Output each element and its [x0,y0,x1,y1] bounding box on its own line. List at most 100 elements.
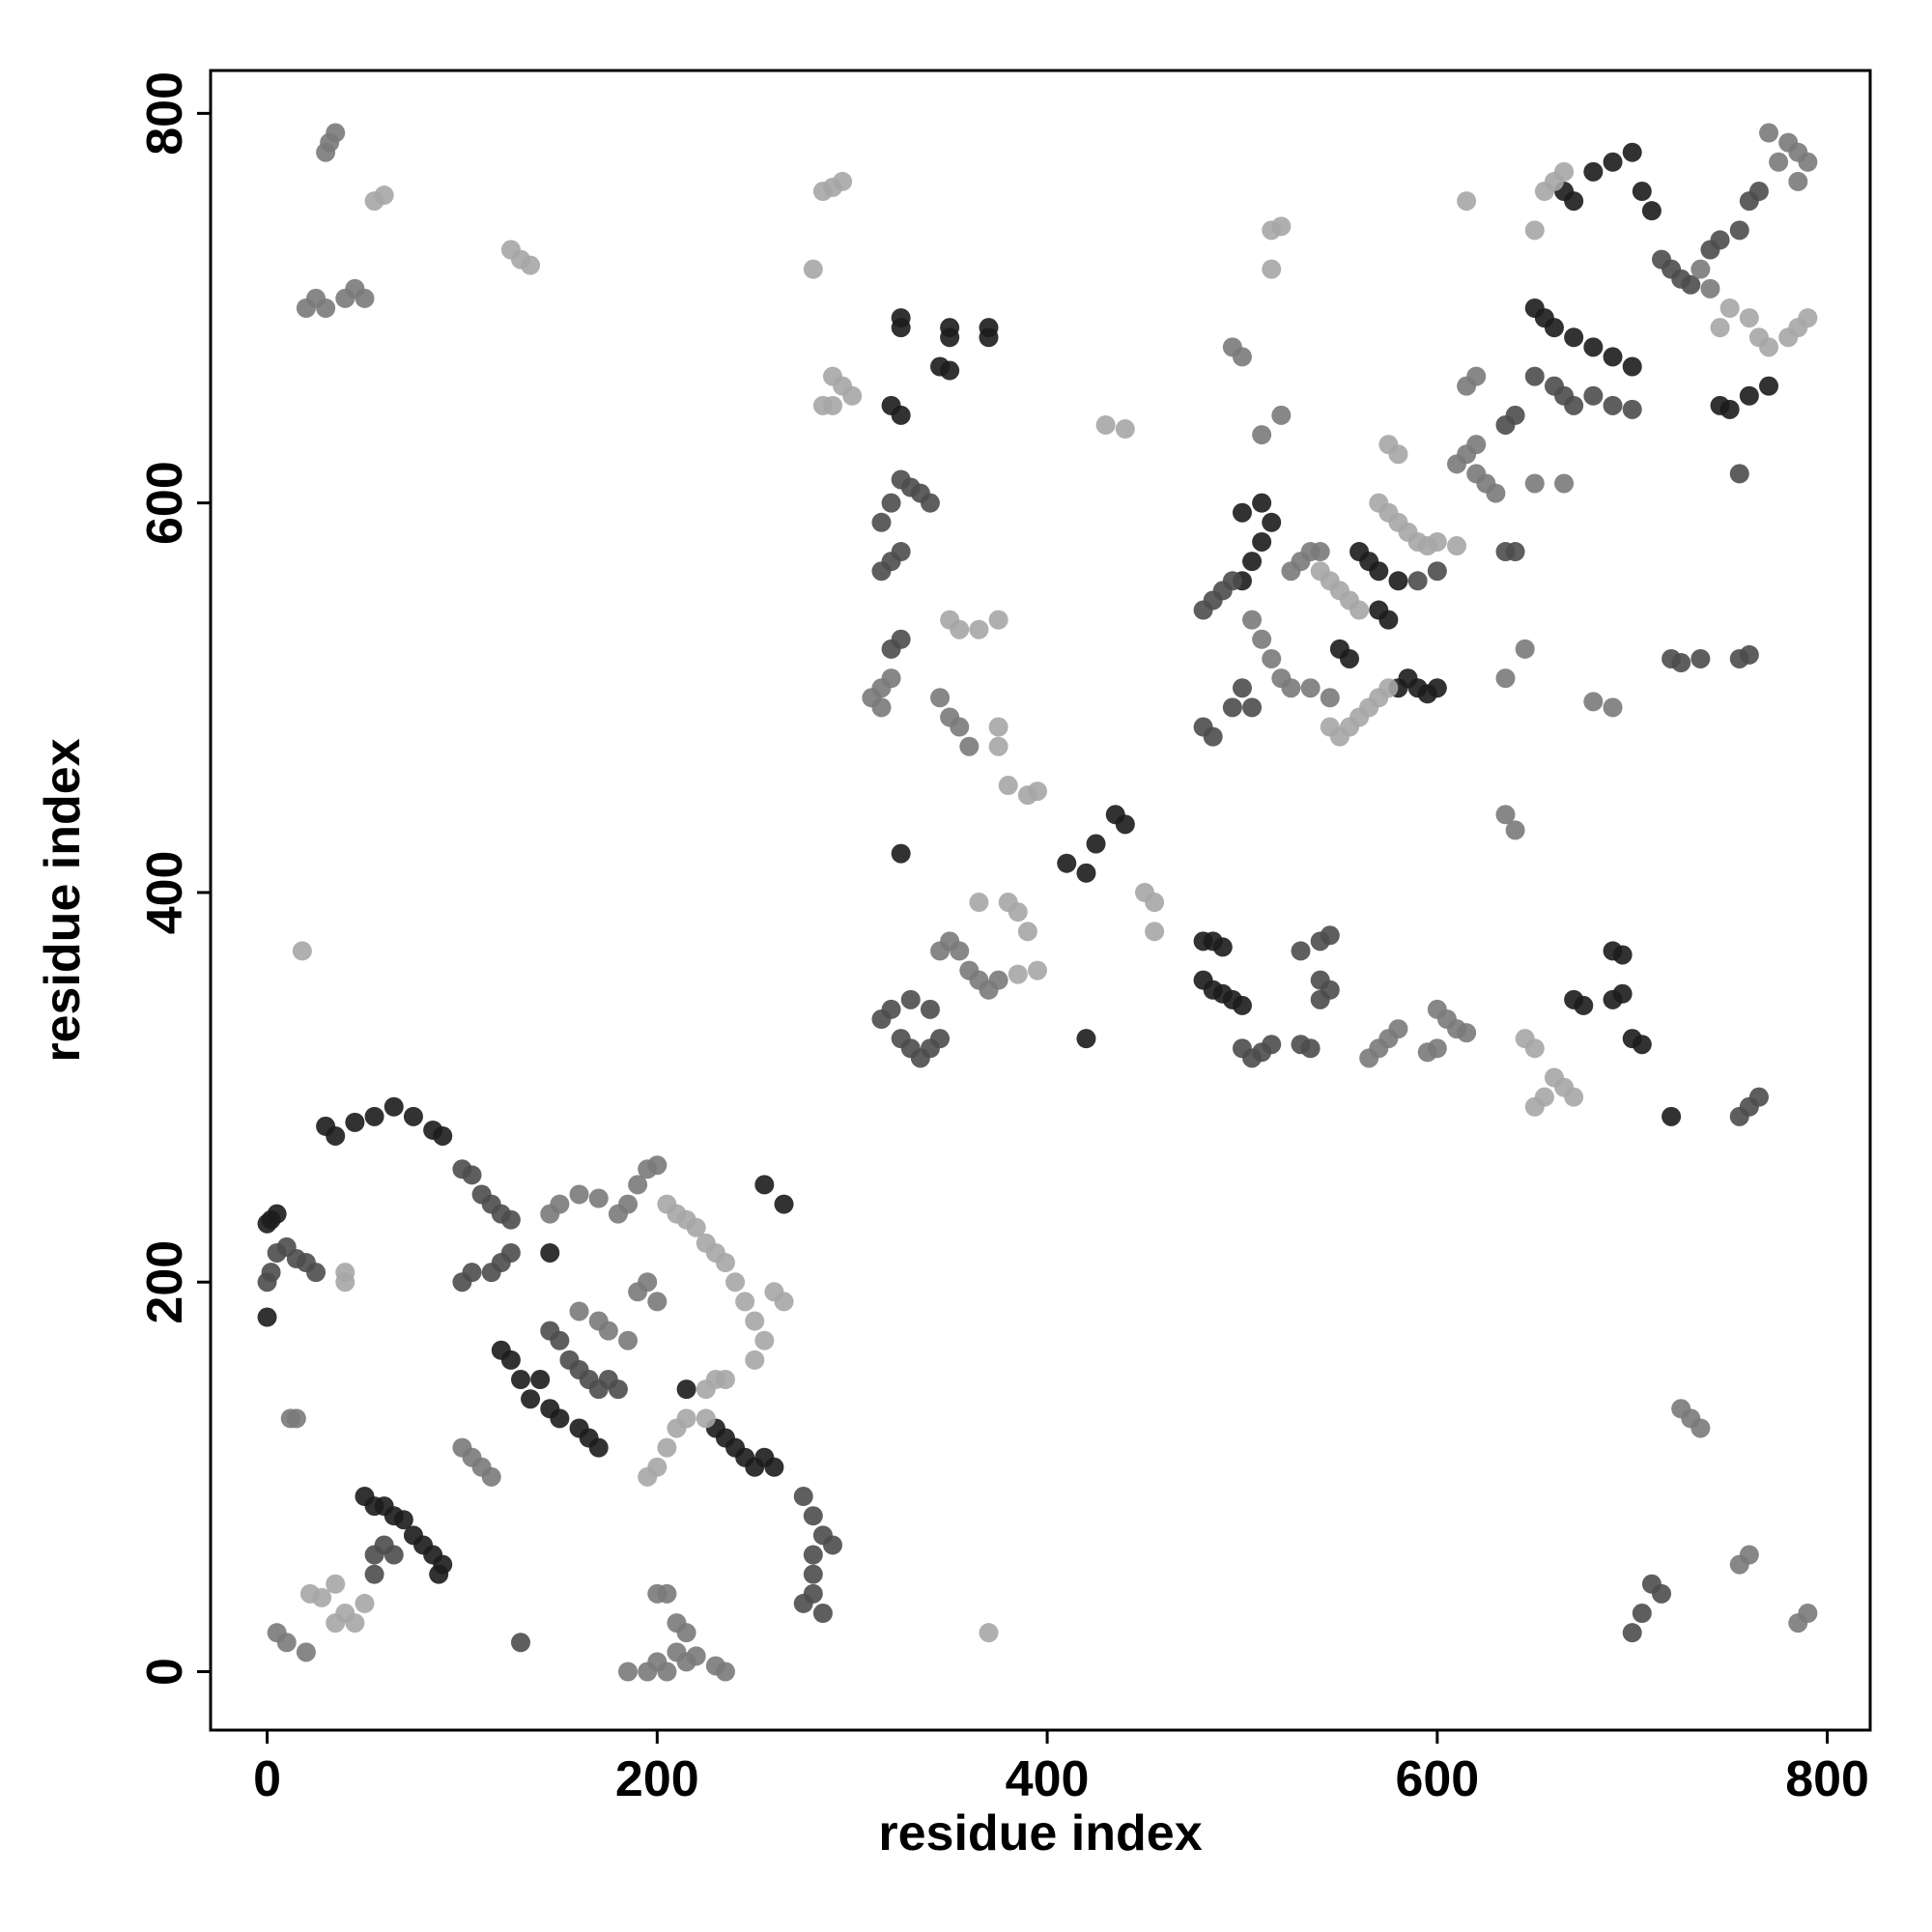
point [326,1613,346,1634]
point [1262,1035,1282,1055]
point [881,395,901,415]
point [764,1457,784,1477]
point [1632,1604,1652,1624]
point [1583,692,1604,712]
point [1690,259,1711,279]
point [1271,216,1292,237]
x-tick-label: 0 [253,1751,281,1807]
point [1690,1418,1711,1438]
point [891,843,911,864]
point [316,298,336,319]
point [676,1408,696,1429]
point [647,1155,668,1176]
point [725,1272,746,1293]
point [1603,347,1623,367]
point [1017,922,1037,942]
point [988,610,1009,630]
point [257,1307,277,1327]
point [1583,337,1604,357]
point [1222,697,1242,718]
point [481,1466,501,1487]
point [1524,366,1545,386]
point [1027,960,1047,980]
point [1242,697,1263,718]
y-tick-label: 0 [137,1658,193,1686]
point [1339,648,1359,668]
point [1232,502,1252,523]
point [803,259,823,279]
point [345,1112,365,1132]
point [1622,1623,1642,1643]
point [745,1311,765,1331]
point [1262,512,1282,532]
point [930,1029,951,1049]
point [1748,1087,1769,1107]
point [1603,697,1623,718]
point [1320,688,1340,708]
point [1748,182,1769,202]
point [1076,863,1096,883]
point [540,1242,560,1263]
point [1145,893,1165,913]
point [1495,414,1516,435]
point [1232,995,1252,1015]
point [715,1662,735,1682]
point [871,561,892,582]
point [364,1106,384,1126]
x-tick-label: 400 [1006,1751,1090,1807]
point [462,1165,482,1185]
point [1115,814,1135,835]
point [1427,1038,1447,1059]
point [312,1587,332,1607]
point [657,1583,677,1604]
point [1505,820,1525,840]
point [1524,473,1545,494]
point [1729,220,1749,241]
point [881,639,901,659]
point [618,1330,639,1350]
point [1798,308,1818,328]
point [1291,941,1311,961]
point [1242,552,1263,572]
point [521,255,541,275]
point [676,1379,696,1400]
point [1427,531,1447,552]
point [803,1564,823,1584]
point [1271,405,1292,425]
point [833,171,853,191]
point [959,736,980,756]
point [1700,278,1720,298]
point [657,1437,677,1458]
point [1291,1035,1311,1055]
point [1739,308,1759,328]
point [1008,964,1028,984]
point [822,395,842,415]
point [754,1175,775,1195]
point [1262,259,1282,279]
point [1719,298,1740,319]
point [500,1350,521,1370]
point [1378,678,1399,698]
point [881,493,901,513]
x-tick-label: 200 [615,1751,699,1807]
point [306,1263,327,1283]
point [326,1125,346,1146]
point [988,736,1009,756]
point [793,1487,813,1507]
point [1719,399,1740,419]
point [1739,644,1759,665]
point [969,619,989,639]
point [988,970,1009,990]
x-axis-title: residue index [878,1805,1202,1861]
point [569,1184,589,1205]
point [1788,171,1808,191]
point [638,1272,658,1293]
point [384,1096,404,1117]
point [1662,1106,1682,1126]
point [1632,182,1652,202]
point [1145,922,1165,942]
point [261,1263,281,1283]
point [1515,639,1535,659]
point [521,1389,541,1409]
